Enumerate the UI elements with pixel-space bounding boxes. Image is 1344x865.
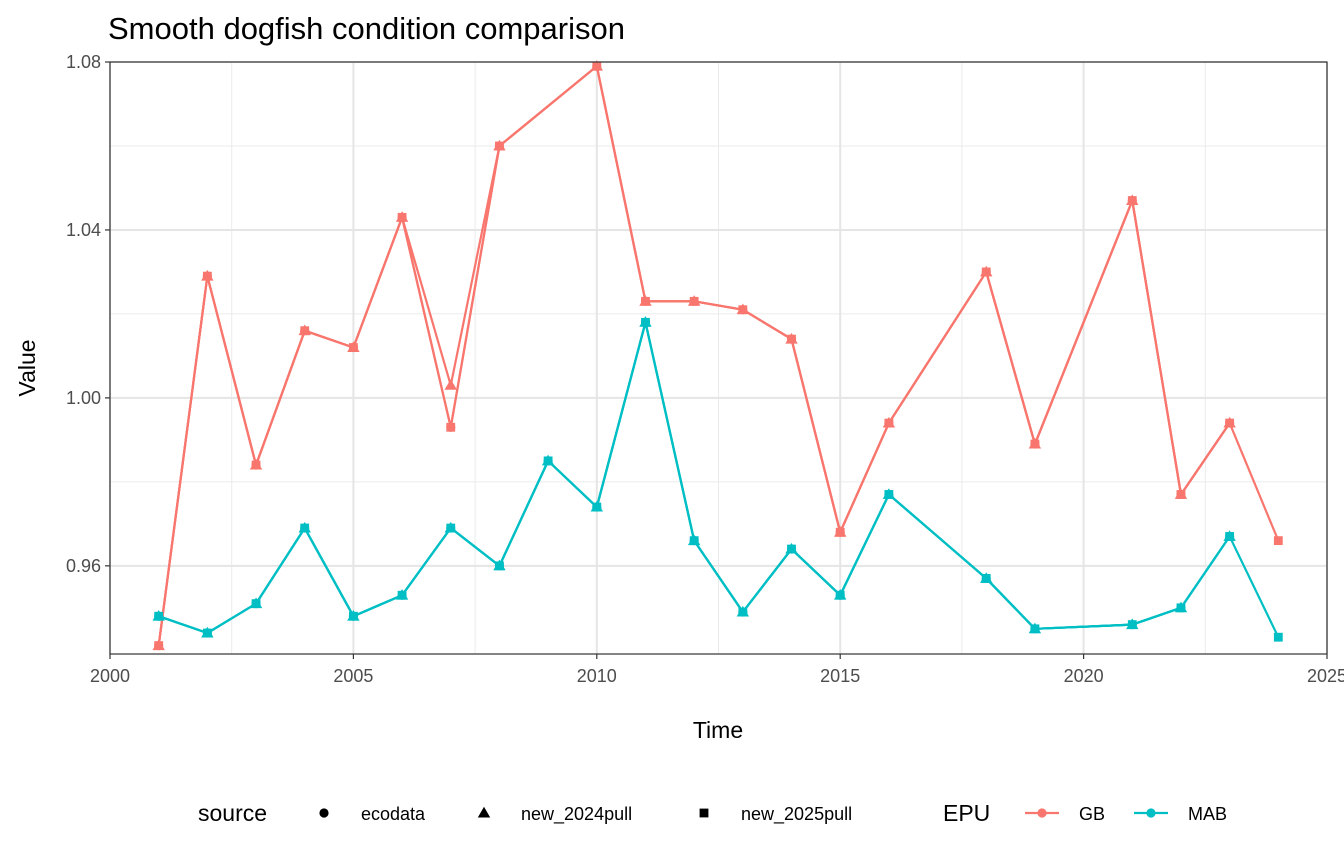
x-tick-label: 2000	[90, 666, 130, 686]
legend: source ecodata new_2024pull new_2025pull EPU…	[198, 800, 1227, 826]
axes: 2000 2005 2010 2015 2020 2025 0.96 1.00 1.04 1.08	[66, 52, 1344, 686]
data-point	[446, 523, 456, 533]
data-point	[202, 628, 212, 638]
data-point	[835, 590, 845, 600]
data-point	[397, 590, 407, 600]
y-axis-title: Value	[14, 339, 40, 396]
legend-label: GB	[1079, 804, 1105, 824]
legend-title-epu: EPU	[943, 800, 990, 826]
data-point	[641, 317, 650, 327]
data-point	[349, 611, 358, 621]
data-point	[884, 490, 894, 499]
legend-key-circle	[319, 808, 329, 818]
data-point	[495, 561, 504, 571]
data-point	[154, 641, 164, 651]
x-tick-label: 2010	[577, 666, 617, 686]
data-point	[592, 61, 602, 71]
data-point	[1030, 439, 1040, 449]
x-tick-label: 2025	[1307, 666, 1344, 686]
y-tick-label: 1.00	[66, 388, 101, 408]
legend-key-square	[699, 808, 709, 818]
data-point	[981, 267, 991, 277]
data-point	[1176, 603, 1186, 613]
data-point	[1225, 532, 1235, 541]
data-point	[251, 599, 261, 609]
data-point	[1273, 632, 1283, 642]
data-point	[641, 296, 650, 306]
data-point	[300, 523, 310, 533]
data-point	[349, 343, 358, 352]
data-point	[154, 611, 164, 621]
chart-title: Smooth dogfish condition comparison	[108, 11, 625, 46]
data-point	[1127, 196, 1137, 205]
x-tick-label: 2005	[333, 666, 373, 686]
data-point	[689, 296, 699, 306]
data-point	[981, 574, 991, 583]
data-point	[202, 271, 212, 281]
x-tick-label: 2020	[1064, 666, 1104, 686]
y-tick-label: 1.04	[66, 220, 101, 240]
data-point	[251, 460, 261, 470]
data-point	[1127, 620, 1137, 630]
data-point	[787, 544, 796, 554]
y-tick-label: 1.08	[66, 52, 101, 72]
data-point	[835, 527, 845, 537]
data-point	[738, 607, 748, 617]
data-point	[592, 502, 602, 512]
data-point	[397, 212, 407, 222]
legend-key-point	[1146, 808, 1156, 818]
data-point	[446, 422, 456, 432]
legend-title-source: source	[198, 800, 267, 826]
data-point	[1273, 536, 1283, 546]
legend-key-point	[1037, 808, 1047, 818]
legend-label: new_2025pull	[741, 804, 852, 825]
legend-key-triangle	[477, 806, 491, 818]
series-points	[152, 59, 1283, 651]
x-axis-title: Time	[693, 717, 743, 743]
series-line	[158, 321, 1280, 638]
data-point	[884, 418, 894, 428]
x-tick-label: 2015	[820, 666, 860, 686]
data-point	[787, 334, 796, 344]
legend-label: new_2024pull	[521, 804, 632, 825]
legend-label: ecodata	[361, 804, 426, 824]
data-point	[1030, 624, 1040, 634]
data-point	[495, 141, 504, 151]
data-point	[738, 305, 748, 315]
data-point	[1225, 418, 1235, 428]
data-point	[543, 456, 553, 466]
panel-border	[109, 61, 1328, 655]
legend-label: MAB	[1188, 804, 1227, 824]
data-point	[444, 379, 457, 390]
data-point	[300, 326, 310, 336]
y-tick-label: 0.96	[66, 556, 101, 576]
data-point	[1176, 490, 1186, 499]
data-point	[689, 536, 699, 546]
